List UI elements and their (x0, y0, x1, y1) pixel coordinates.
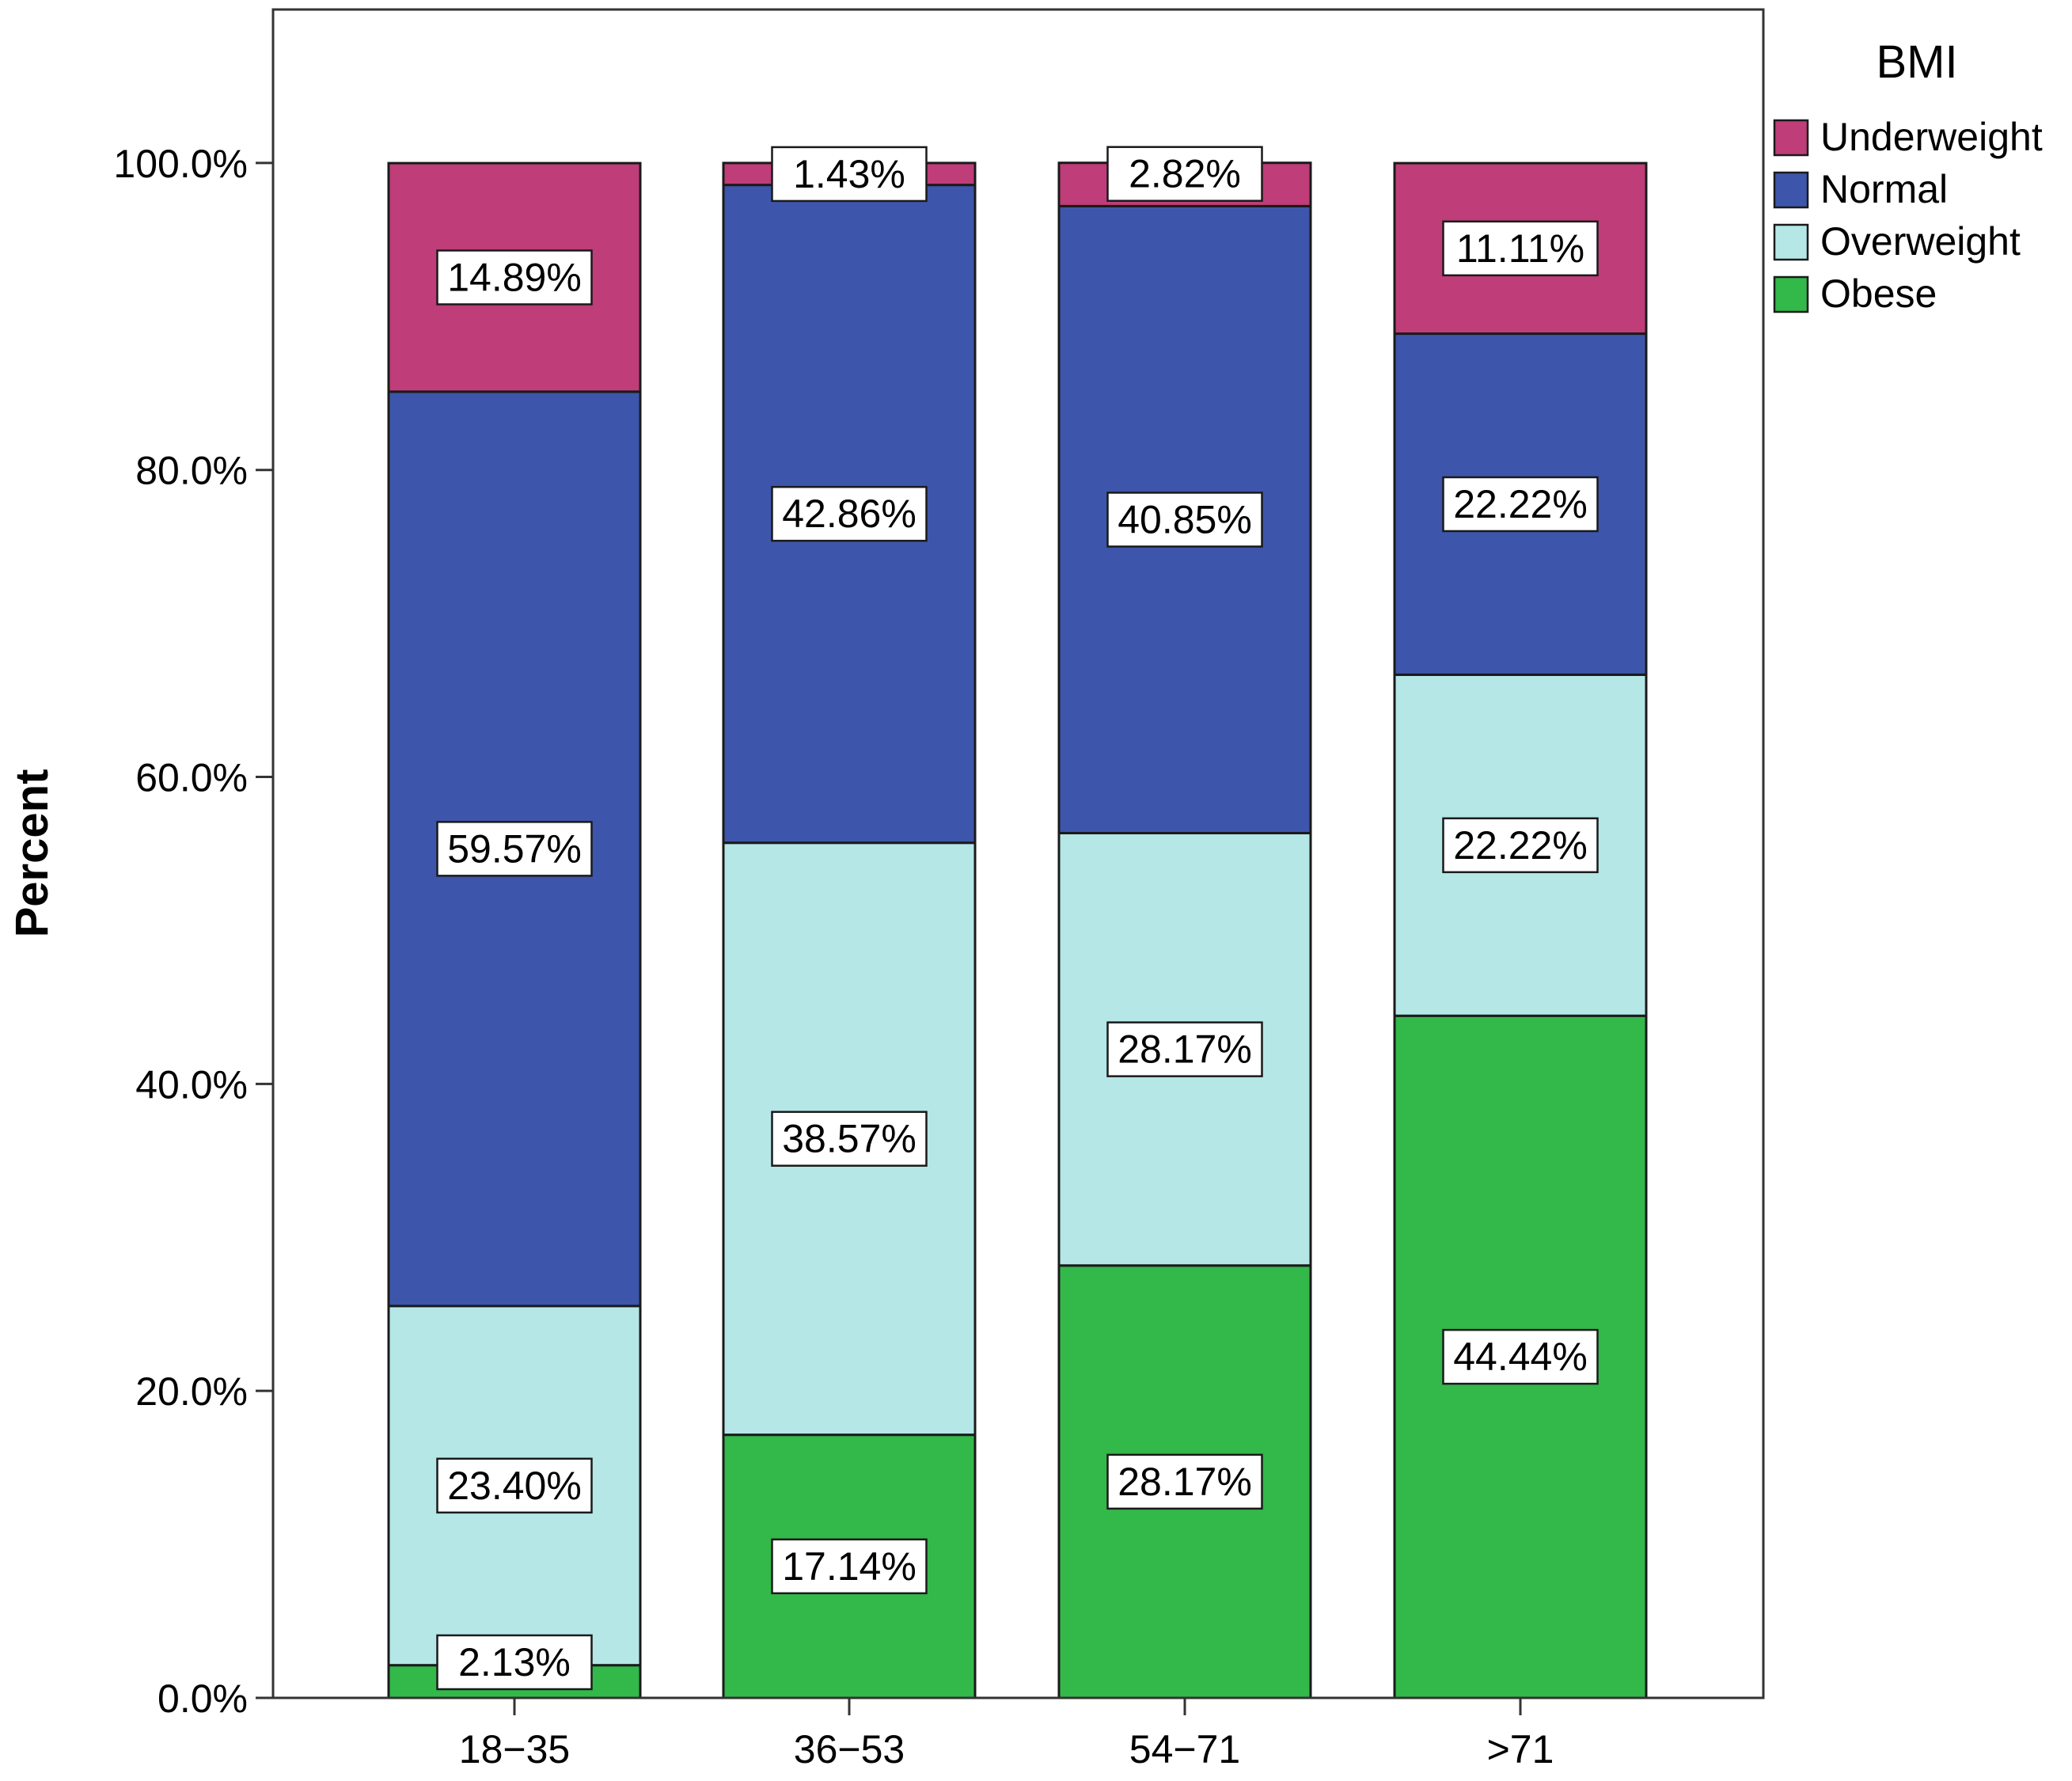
legend: BMI Underweight Normal Overweight Obese (1773, 36, 2043, 316)
data-label-box (1106, 146, 1263, 202)
legend-swatch-underweight (1773, 119, 1809, 157)
y-axis-label: Percent (6, 769, 58, 938)
data-label-box (1106, 492, 1263, 548)
data-label-underweight-2: 1.43% (793, 152, 905, 196)
data-label-underweight-4: 11.11% (1456, 226, 1584, 271)
legend-swatch-obese (1773, 275, 1809, 313)
legend-swatch-normal (1773, 171, 1809, 209)
data-label-box (1442, 220, 1599, 277)
data-label-overweight-1: 23.40% (447, 1464, 582, 1508)
axis-layer: 0.0% 20.0% 40.0% 60.0% 80.0% 100.0% 18−35 36−53… (113, 142, 1554, 1772)
data-label-box (771, 485, 928, 542)
data-label-box (436, 249, 593, 306)
data-label-box (771, 1538, 928, 1595)
data-label-box (436, 821, 593, 877)
data-label-obese-1: 2.13% (458, 1640, 571, 1684)
x-tick-label: 54−71 (1129, 1727, 1240, 1772)
data-label-underweight-3: 2.82% (1129, 152, 1241, 196)
data-label-underweight-1: 14.89% (447, 255, 582, 299)
data-label-obese-3: 28.17% (1118, 1460, 1252, 1504)
data-label-box (1442, 1328, 1599, 1385)
legend-label-obese: Obese (1820, 272, 1937, 316)
data-label-normal-3: 40.85% (1118, 497, 1252, 541)
data-label-box (1442, 817, 1599, 874)
x-tick-label: 36−53 (794, 1727, 905, 1772)
legend-label-overweight: Overweight (1820, 219, 2021, 264)
data-label-overweight-2: 38.57% (782, 1117, 916, 1161)
data-label-normal-4: 22.22% (1453, 482, 1588, 526)
data-label-box (1442, 476, 1599, 533)
x-tick-label: >71 (1487, 1727, 1554, 1772)
y-tick-label: 20.0% (135, 1369, 248, 1414)
data-label-box (436, 1457, 593, 1514)
legend-label-underweight: Underweight (1820, 115, 2043, 159)
y-tick-label: 100.0% (113, 142, 248, 186)
data-label-box (1106, 1021, 1263, 1077)
y-tick-label: 80.0% (135, 449, 248, 493)
data-label-obese-2: 17.14% (782, 1544, 916, 1589)
legend-title: BMI (1876, 36, 1957, 88)
data-label-box (771, 146, 928, 203)
data-label-overweight-3: 28.17% (1118, 1027, 1252, 1072)
data-label-normal-1: 59.57% (447, 826, 582, 871)
plot-frame (271, 8, 1765, 1699)
data-labels-layer: 2.13% 17.14% 28.17% 44.44% 23.40% 38.57% 28.17… (436, 146, 1599, 1691)
data-label-box (1106, 1453, 1263, 1510)
data-label-obese-4: 44.44% (1453, 1335, 1588, 1379)
data-label-box (771, 1111, 928, 1167)
y-tick-label: 0.0% (157, 1677, 248, 1721)
data-label-normal-2: 42.86% (782, 492, 916, 536)
legend-swatch-overweight (1773, 223, 1809, 261)
data-label-box (436, 1634, 593, 1691)
y-tick-label: 60.0% (135, 756, 248, 800)
x-tick-label: 18−35 (459, 1727, 570, 1772)
y-tick-label: 40.0% (135, 1062, 248, 1107)
data-label-overweight-4: 22.22% (1453, 823, 1588, 868)
legend-label-normal: Normal (1820, 167, 1948, 211)
